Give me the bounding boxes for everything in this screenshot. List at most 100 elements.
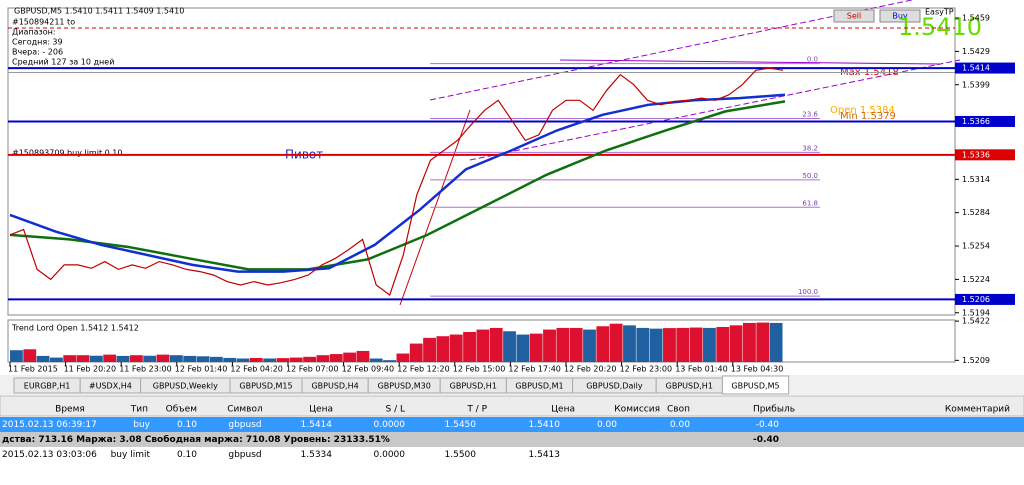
- easytp: EasyTP: [925, 8, 954, 17]
- tab-label[interactable]: GBPUSD,Daily: [586, 382, 643, 391]
- histogram-bar: [63, 355, 77, 362]
- summary: дства: 713.16 Маржа: 3.08 Свободная марж…: [2, 434, 390, 445]
- histogram-bar: [676, 327, 690, 362]
- histogram-bar: [743, 322, 756, 362]
- histogram-bar: [223, 357, 237, 362]
- histogram-bar: [556, 327, 570, 362]
- cell: 0.0000: [374, 420, 406, 430]
- tab-label[interactable]: GBPUSD,H4: [311, 382, 358, 391]
- info: Средний 127 за 10 дней: [12, 58, 114, 67]
- histogram-bar: [103, 354, 117, 362]
- level-label: 1.5414: [962, 64, 990, 73]
- fibo-label: 100.0: [798, 288, 818, 296]
- column-header: T / P: [466, 405, 487, 415]
- x-tick-label: 13 Feb 01:40: [675, 365, 727, 374]
- fibo-label: 0.0: [807, 56, 818, 64]
- column-header: Прибыль: [753, 405, 795, 415]
- chart-bg: [0, 0, 1024, 375]
- bid-big: 1.5410: [898, 13, 982, 41]
- histogram-bar: [423, 337, 436, 362]
- y-tick-label: 1.5209: [962, 356, 990, 365]
- x-tick-label: 12 Feb 20:20: [564, 365, 616, 374]
- symbol-line: GBPUSD,M5 1.5410 1.5411 1.5409 1.5410: [14, 7, 184, 16]
- histogram-bar: [516, 334, 530, 362]
- histogram-bar: [116, 355, 130, 362]
- tab-label[interactable]: GBPUSD,M15: [239, 382, 292, 391]
- histogram-bar: [569, 327, 583, 362]
- y-tick-label: 1.5254: [962, 242, 990, 251]
- cell: 0.10: [177, 450, 197, 460]
- tab-label[interactable]: GBPUSD,M1: [515, 382, 563, 391]
- fibo-label: 50.0: [802, 172, 818, 180]
- histogram-bar: [23, 349, 37, 362]
- fibo-label: 38.2: [802, 144, 818, 152]
- cell: 0.00: [670, 420, 690, 430]
- histogram-bar: [489, 327, 503, 362]
- x-tick-label: 11 Feb 2015: [8, 365, 58, 374]
- x-tick-label: 13 Feb 04:30: [731, 365, 783, 374]
- tab-label[interactable]: GBPUSD,M30: [378, 382, 431, 391]
- histogram-bar: [303, 356, 317, 362]
- histogram-bar: [476, 329, 490, 362]
- cell: 1.5414: [301, 420, 333, 430]
- histogram-bar: [89, 355, 103, 362]
- buy-button[interactable]: [879, 9, 921, 23]
- y-tick-label: 1.5459: [962, 14, 990, 23]
- info: Вчера: - 206: [12, 48, 63, 57]
- column-header: Комиссия: [614, 405, 660, 415]
- cell: 1.5500: [445, 450, 477, 460]
- y-tick-label: 1.5314: [962, 175, 990, 184]
- sell-text[interactable]: Sell: [847, 12, 861, 21]
- buy-text[interactable]: Buy: [892, 12, 908, 21]
- cell: gbpusd: [228, 450, 261, 460]
- histogram-bar: [636, 327, 650, 362]
- histogram-bar: [596, 326, 610, 362]
- histogram-bar: [10, 350, 23, 362]
- y-tick-label: 1.5429: [962, 47, 990, 56]
- histogram-bar: [209, 356, 223, 362]
- tab-label[interactable]: GBPUSD,H1: [666, 382, 713, 391]
- x-tick-label: 12 Feb 23:00: [620, 365, 672, 374]
- tab-label[interactable]: #USDX,H4: [89, 382, 132, 391]
- tab-label[interactable]: GBPUSD,H1: [450, 382, 497, 391]
- summary-profit: -0.40: [753, 435, 779, 445]
- fibo-label: 61.8: [802, 199, 818, 207]
- trend-line: [559, 59, 941, 65]
- level-box: [955, 115, 1015, 127]
- channel-line: [469, 59, 961, 161]
- cell: 1.5334: [301, 450, 333, 460]
- info: #150894211 to: [12, 18, 75, 27]
- x-tick-label: 12 Feb 01:40: [175, 365, 227, 374]
- tab-label[interactable]: GBPUSD,M5: [731, 382, 779, 391]
- histogram-bar: [249, 357, 263, 362]
- histogram-bar: [396, 353, 410, 362]
- level-label: 1.5366: [962, 117, 990, 126]
- histogram-bar: [649, 328, 663, 362]
- histogram-bar: [343, 352, 357, 362]
- histogram-bar: [169, 355, 183, 362]
- price: [9, 67, 784, 296]
- y-tick-label: 1.5422: [962, 317, 990, 326]
- histogram-bar: [769, 322, 783, 362]
- x-tick-label: 12 Feb 15:00: [453, 365, 505, 374]
- column-header: Цена: [551, 405, 575, 415]
- tab-label[interactable]: GBPUSD,Weekly: [153, 382, 218, 391]
- sell-button[interactable]: [833, 9, 875, 23]
- cell: buy: [133, 420, 150, 430]
- histogram-bar: [503, 331, 516, 362]
- row-selected[interactable]: [0, 417, 1024, 432]
- x-tick-label: 12 Feb 09:40: [342, 365, 394, 374]
- histogram-bar: [729, 325, 743, 362]
- column-header: Своп: [667, 405, 690, 415]
- tab-label[interactable]: EURGBP,H1: [24, 382, 71, 391]
- histogram-bar: [449, 334, 463, 362]
- open-label: Open 1.5384: [830, 105, 895, 116]
- tab[interactable]: [721, 375, 790, 395]
- column-header: Тип: [130, 405, 148, 415]
- histogram-bar: [543, 329, 556, 362]
- histogram-bar: [316, 355, 330, 362]
- info: Диапазон:: [12, 28, 56, 37]
- cell: 2015.02.13 03:03:06: [2, 450, 97, 460]
- chart-frame: [7, 7, 956, 316]
